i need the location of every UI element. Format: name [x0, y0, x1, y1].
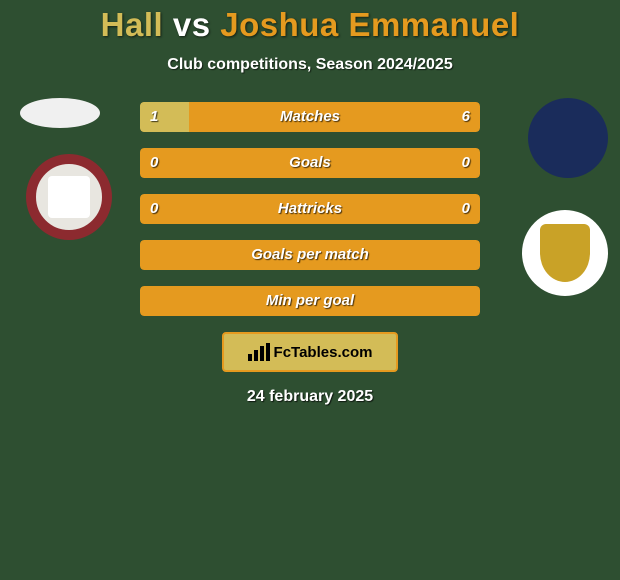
player2-club-badge: [522, 210, 608, 296]
title-vs: vs: [173, 6, 211, 43]
stat-bar-left-value: 0: [140, 148, 168, 178]
content: Matches16Goals00Hattricks00Goals per mat…: [0, 102, 620, 406]
stat-bar-label: Matches: [140, 102, 480, 132]
title-player1: Hall: [101, 6, 164, 43]
brand-text: FcTables.com: [274, 344, 373, 361]
stat-bar-left-value: 0: [140, 194, 168, 224]
player1-club-badge: [26, 154, 112, 240]
stat-bar-row: Goals per match: [140, 240, 480, 270]
stat-bar-row: Goals0 0: [140, 148, 480, 178]
stat-bar-right-value: 6: [452, 102, 480, 132]
subtitle: Club competitions, Season 2024/2025: [0, 56, 620, 74]
stat-bar-label: Min per goal: [140, 286, 480, 316]
brand-box: FcTables.com: [222, 332, 398, 372]
stat-bar-right-value: 0: [452, 148, 480, 178]
stat-bar-right-value: 0: [452, 194, 480, 224]
player1-avatar: [20, 98, 100, 128]
stat-bar-left-value: 1: [140, 102, 168, 132]
stat-bar-row: Matches1 6: [140, 102, 480, 132]
stat-bar-label: Goals: [140, 148, 480, 178]
comparison-title: Hall vs Joshua Emmanuel: [0, 0, 620, 44]
brand-bars-icon: [248, 343, 270, 361]
title-player2: Joshua Emmanuel: [220, 6, 519, 43]
stat-bar-row: Hattricks0 0: [140, 194, 480, 224]
stat-bars: Matches16Goals00Hattricks00Goals per mat…: [140, 102, 480, 316]
snapshot-date: 24 february 2025: [0, 388, 620, 406]
stat-bar-label: Goals per match: [140, 240, 480, 270]
stat-bar-label: Hattricks: [140, 194, 480, 224]
stat-bar-row: Min per goal: [140, 286, 480, 316]
player2-avatar: [528, 98, 608, 178]
